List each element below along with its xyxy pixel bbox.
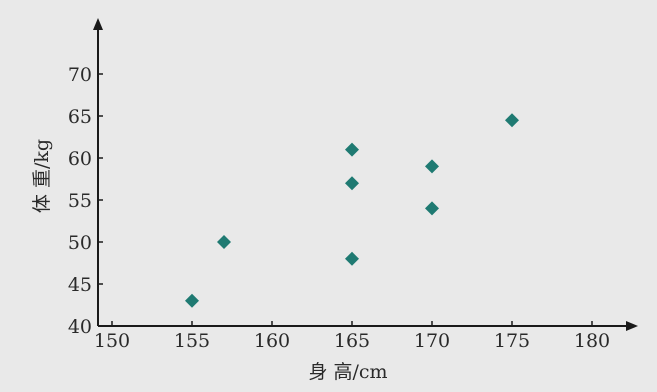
y-tick-label: 45 (68, 274, 92, 296)
data-point (425, 159, 439, 174)
y-tick-label: 60 (68, 148, 92, 170)
y-tick-label: 55 (68, 190, 92, 212)
x-tick-label: 160 (254, 330, 290, 352)
x-axis-title: 身 高/cm (308, 361, 387, 383)
y-tick-label: 40 (68, 316, 92, 338)
data-point (425, 201, 439, 216)
x-tick-label: 170 (414, 330, 450, 352)
data-point (345, 251, 359, 266)
data-point (217, 235, 231, 249)
x-axis-arrow-icon (626, 321, 638, 331)
x-tick-label: 180 (574, 330, 610, 352)
data-point (185, 293, 199, 308)
data-points (185, 113, 519, 308)
data-point (345, 176, 359, 191)
data-point (505, 113, 519, 128)
y-tick-label: 65 (68, 106, 92, 128)
y-tick-label: 50 (68, 232, 92, 254)
x-ticks: 150 155 160 165 170 175 180 (94, 321, 610, 352)
x-tick-label: 155 (174, 330, 210, 352)
data-point (345, 142, 359, 157)
y-tick-label: 70 (68, 64, 92, 86)
x-tick-label: 175 (494, 330, 530, 352)
y-axis-title: 体 重/kg (31, 139, 53, 213)
y-axis-arrow-icon (93, 18, 103, 30)
x-tick-label: 165 (334, 330, 370, 352)
x-tick-label: 150 (94, 330, 130, 352)
y-ticks: 40 45 50 55 60 65 70 (68, 64, 103, 338)
